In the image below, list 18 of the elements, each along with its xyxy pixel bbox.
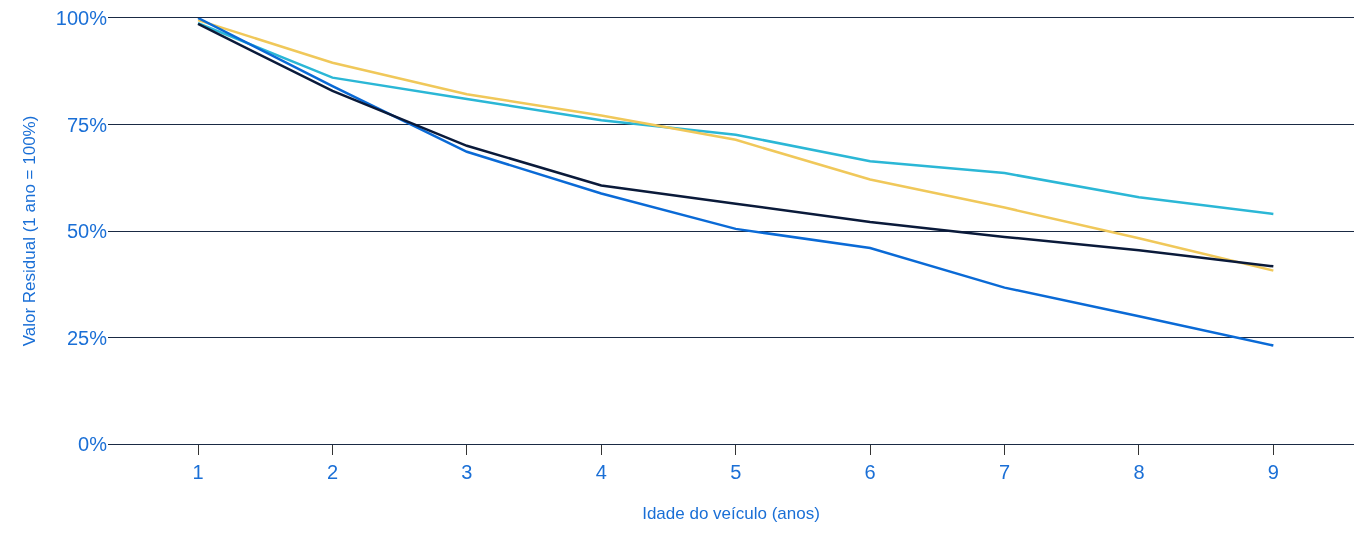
line-series: [196, 18, 1275, 347]
x-tick-label: 7: [998, 461, 1011, 483]
x-tick-label: 5: [730, 461, 742, 483]
y-tick-label: 75%: [66, 113, 108, 136]
x-tick-label: 2: [326, 461, 339, 483]
y-tick-label: 50%: [66, 220, 108, 242]
x-tick-label: 4: [595, 461, 607, 483]
x-tick-label: 1: [192, 461, 204, 483]
x-tick-label: 3: [461, 461, 473, 483]
x-tick-label: 9: [1267, 461, 1279, 483]
y-tick-label: 25%: [66, 326, 108, 349]
x-axis-title: Idade do veículo (anos): [642, 504, 820, 524]
line-series: [196, 21, 1275, 216]
y-tick-label: 0%: [78, 433, 108, 455]
y-tick-label: 100%: [55, 7, 108, 29]
x-tick-label: 8: [1133, 461, 1145, 483]
x-tick-label: 6: [864, 461, 876, 483]
y-axis-title: Valor Residual (1 ano = 100%): [20, 115, 40, 347]
